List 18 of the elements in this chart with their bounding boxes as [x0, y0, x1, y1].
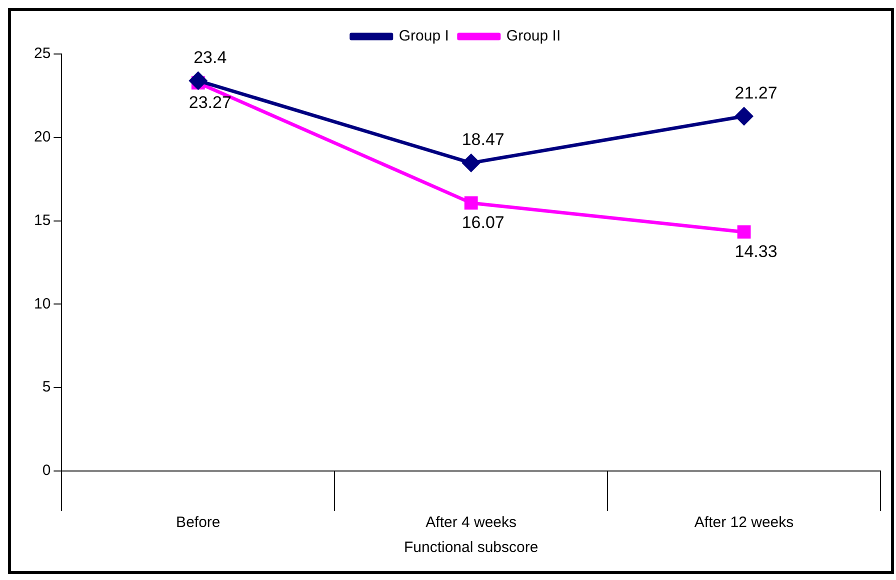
x-tick-label: After 4 weeks	[426, 514, 517, 532]
data-label: 14.33	[734, 242, 778, 262]
legend-label: Group I	[398, 28, 449, 45]
x-tick-label: Before	[176, 514, 220, 532]
data-label: 18.47	[462, 130, 504, 150]
x-tick-label: After 12 weeks	[694, 514, 794, 532]
data-label: 21.27	[734, 83, 778, 102]
x-axis-title: Functional subscore	[404, 539, 538, 556]
data-label: 16.07	[462, 213, 504, 232]
legend-label: Group II	[506, 28, 561, 45]
y-tick-label: 5	[42, 378, 51, 396]
y-tick-label: 20	[34, 128, 51, 146]
data-label: 23.27	[188, 93, 232, 112]
y-tick-label: 0	[42, 462, 51, 480]
y-tick-label: 15	[34, 212, 51, 229]
data-label: 23.4	[194, 48, 227, 67]
y-tick-label: 25	[34, 45, 51, 62]
y-tick-label: 10	[34, 295, 51, 312]
